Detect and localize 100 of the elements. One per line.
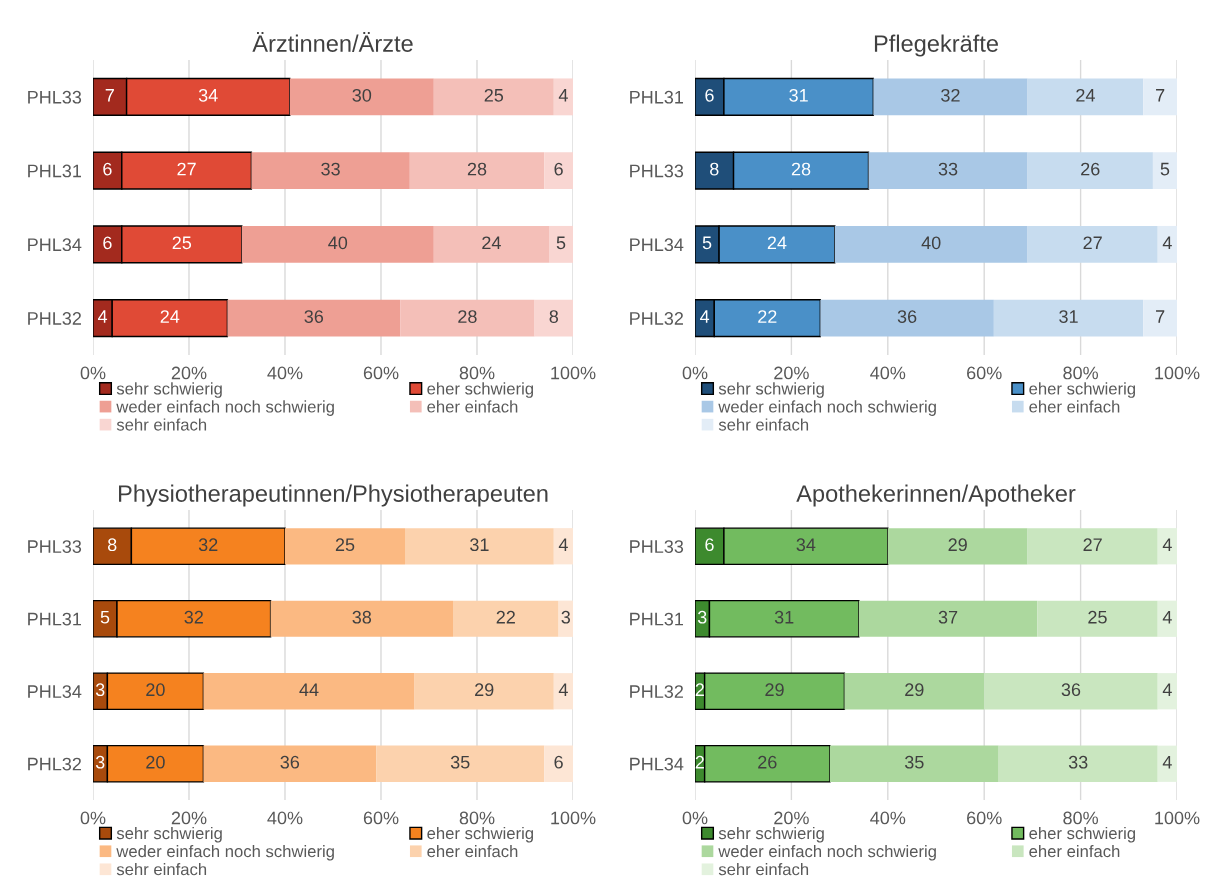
y-tick-label: PHL31 (28, 164, 82, 178)
legend-label: eher schwierig (427, 382, 533, 398)
x-tick-label: 20% (774, 366, 809, 380)
data-label: 29 (948, 538, 967, 552)
data-label: 31 (774, 610, 794, 624)
bar (534, 299, 573, 337)
legend-label: sehr einfach (718, 418, 809, 431)
bar (549, 225, 573, 263)
bar (1157, 673, 1177, 710)
data-label: 29 (905, 683, 924, 697)
bar (241, 225, 434, 263)
y-tick-label: PHL34 (630, 757, 684, 771)
y-tick-label: PHL32 (28, 757, 81, 771)
data-label: 34 (796, 538, 816, 552)
legend-label: sehr schwierig (116, 382, 222, 398)
data-label: 3 (95, 755, 105, 769)
data-label: 28 (791, 162, 811, 176)
x-tick-label: 40% (267, 811, 303, 825)
data-label: 24 (1076, 88, 1095, 102)
bar (1027, 78, 1144, 116)
data-label: 38 (352, 610, 372, 624)
x-tick-label: 40% (870, 366, 906, 380)
y-tick-label: PHL33 (630, 164, 684, 178)
y-tick-label: PHL34 (630, 238, 684, 252)
bar (544, 745, 573, 782)
data-label: 3 (561, 610, 571, 624)
bar (834, 225, 1028, 263)
data-label: 8 (549, 310, 559, 323)
data-label: 4 (700, 310, 710, 323)
data-label: 4 (1162, 538, 1172, 551)
data-label: 25 (172, 236, 192, 250)
data-label: 7 (1156, 89, 1165, 102)
data-label: 3 (697, 610, 707, 624)
y-tick-label: PHL33 (28, 90, 82, 104)
data-label: 36 (280, 755, 300, 769)
data-label: 4 (1162, 611, 1172, 624)
bar (829, 745, 999, 782)
x-tick-label: 60% (967, 811, 1002, 825)
data-label: 40 (921, 236, 941, 250)
legend-label: sehr einfach (116, 418, 207, 431)
data-label: 5 (1160, 162, 1170, 176)
data-label: 28 (458, 310, 477, 323)
data-label: 4 (1162, 236, 1172, 250)
bar (251, 152, 410, 190)
y-tick-label: PHL34 (28, 685, 82, 698)
data-label: 2 (695, 683, 704, 696)
x-tick-label: 100% (1155, 811, 1200, 825)
y-tick-label: PHL32 (28, 312, 81, 325)
legend-label: weder einfach noch schwierig (718, 845, 936, 861)
data-label: 4 (1162, 756, 1172, 769)
bar (993, 299, 1144, 337)
y-tick-label: PHL32 (630, 312, 683, 325)
bar (553, 673, 573, 710)
bar (1037, 600, 1158, 637)
y-tick-label: PHL31 (28, 612, 82, 626)
data-label: 26 (758, 755, 777, 769)
bar (1157, 745, 1177, 782)
bar (405, 528, 554, 565)
legend-label: weder einfach noch schwierig (116, 845, 334, 861)
data-label: 37 (938, 610, 958, 624)
data-label: 44 (299, 683, 319, 696)
bar (1027, 528, 1158, 565)
x-tick-label: 100% (1155, 366, 1200, 380)
data-label: 33 (1068, 755, 1088, 769)
data-label: 36 (304, 310, 324, 323)
data-label: 4 (558, 538, 568, 551)
bar (203, 745, 377, 782)
bar (873, 78, 1028, 116)
bar (1152, 152, 1177, 190)
x-tick-label: 60% (363, 811, 399, 825)
data-label: 31 (789, 88, 808, 102)
bar (270, 600, 453, 637)
legend-label: eher schwierig (1029, 382, 1135, 398)
bar (868, 152, 1028, 190)
chart-title: Ärztinnen/Ärzte (252, 31, 413, 52)
legend-label: sehr einfach (718, 863, 809, 876)
data-label: 22 (496, 610, 515, 624)
x-tick-label: 0% (80, 811, 106, 825)
chart-title: Physiotherapeutinnen/Physiotherapeuten (119, 484, 548, 507)
bar (858, 600, 1038, 637)
y-tick-label: PHL34 (28, 238, 82, 252)
x-tick-label: 0% (682, 811, 708, 825)
data-label: 35 (904, 755, 924, 769)
x-tick-label: 60% (363, 366, 399, 380)
data-label: 34 (198, 88, 218, 102)
x-tick-label: 20% (171, 366, 207, 380)
data-label: 27 (1083, 236, 1102, 250)
legend-label: eher schwierig (1029, 826, 1135, 843)
x-tick-label: 0% (80, 366, 106, 380)
x-tick-label: 80% (459, 366, 495, 380)
bar (1157, 600, 1177, 637)
bar (844, 673, 985, 710)
bar (553, 528, 573, 565)
data-label: 5 (556, 236, 566, 250)
bar (285, 528, 405, 565)
data-label: 27 (1083, 538, 1102, 551)
data-label: 8 (107, 538, 117, 552)
bar (820, 299, 994, 337)
chart-title: Apothekerinnen/Apotheker (796, 484, 1076, 507)
bar (998, 745, 1158, 782)
